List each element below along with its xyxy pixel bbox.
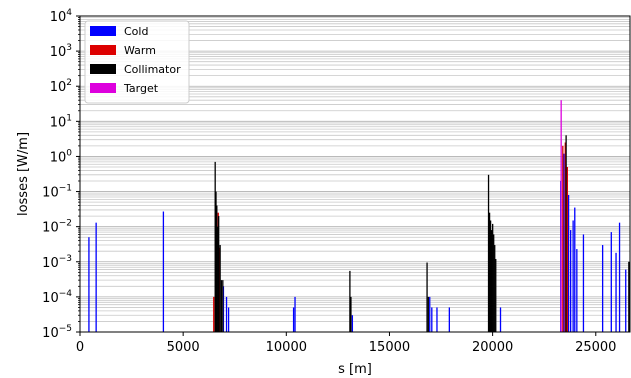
collimator-bar bbox=[219, 245, 221, 332]
cold-bar bbox=[294, 296, 296, 332]
target-legend-label: Target bbox=[123, 82, 159, 95]
warm-bar bbox=[564, 142, 566, 332]
x-tick-label: 25000 bbox=[575, 340, 616, 355]
cold-legend-label: Cold bbox=[124, 25, 148, 38]
y-tick-label: 100 bbox=[50, 148, 73, 165]
collimator-bar bbox=[565, 135, 567, 332]
warm-legend-label: Warm bbox=[124, 44, 156, 57]
collimator-bar bbox=[493, 234, 495, 332]
x-tick-label: 20000 bbox=[472, 340, 513, 355]
collimator-bar bbox=[222, 280, 224, 332]
warm-bar bbox=[566, 167, 569, 332]
cold-bar bbox=[574, 207, 576, 332]
x-tick-label: 0 bbox=[76, 340, 84, 355]
collimator-legend-label: Collimator bbox=[124, 63, 181, 76]
legend-box bbox=[84, 20, 190, 104]
x-axis-label: s [m] bbox=[338, 362, 372, 377]
cold-bar bbox=[88, 237, 90, 332]
collimator-bar bbox=[214, 161, 216, 332]
cold-bar bbox=[576, 249, 578, 332]
collimator-bar bbox=[487, 174, 490, 332]
cold-bar bbox=[567, 194, 570, 332]
x-tick-label: 15000 bbox=[369, 340, 410, 355]
plot-frame bbox=[79, 15, 631, 333]
cold-bar bbox=[225, 296, 228, 332]
y-tick-label: 10−4 bbox=[42, 289, 72, 306]
collimator-bar bbox=[494, 245, 496, 332]
collimator-bar bbox=[628, 261, 630, 332]
collimator-legend-swatch bbox=[90, 64, 116, 74]
cold-bar bbox=[436, 307, 438, 332]
cold-bar bbox=[563, 153, 565, 332]
collimator-bar bbox=[426, 262, 428, 332]
warm-bar bbox=[213, 296, 215, 332]
y-tick-label: 10−2 bbox=[42, 219, 72, 236]
x-axis: 0 5000 10000 15000 20000 25000 bbox=[76, 332, 616, 355]
cold-bar bbox=[351, 315, 354, 332]
y-axis-label: losses [W/m] bbox=[16, 132, 31, 216]
collimator-bar bbox=[495, 258, 497, 332]
collimator-bar bbox=[215, 191, 217, 332]
y-tick-label: 10−1 bbox=[42, 184, 72, 201]
cold-bar bbox=[162, 211, 165, 332]
cold-bar bbox=[448, 307, 450, 332]
cold-bar bbox=[570, 230, 572, 332]
y-tick-label: 103 bbox=[50, 43, 72, 60]
cold-bar bbox=[227, 307, 230, 332]
cold-bar bbox=[431, 307, 433, 332]
collimator-bar bbox=[427, 296, 429, 332]
cold-bar bbox=[601, 245, 604, 332]
y-tick-label: 10−3 bbox=[42, 254, 72, 271]
y-tick-label: 104 bbox=[50, 8, 73, 25]
collimator-bar bbox=[350, 296, 352, 332]
y-tick-label: 10−5 bbox=[42, 324, 72, 341]
y-axis: 10−5 10−4 10−3 10−2 10−1 100 101 102 103 104 bbox=[42, 8, 80, 341]
target-bar bbox=[560, 100, 562, 332]
target-legend-swatch bbox=[90, 83, 116, 93]
cold-bar bbox=[572, 220, 574, 332]
collimator-bar bbox=[217, 226, 219, 332]
x-tick-label: 5000 bbox=[167, 340, 200, 355]
collimator-bar bbox=[220, 280, 223, 332]
collimator-bar bbox=[490, 230, 493, 332]
warm-bar bbox=[562, 145, 564, 332]
cold-bar bbox=[582, 234, 585, 332]
loss-bars bbox=[88, 100, 630, 332]
cold-bar bbox=[625, 269, 627, 332]
collimator-bar bbox=[488, 212, 491, 332]
cold-bar bbox=[499, 307, 502, 332]
cold-bar bbox=[95, 222, 97, 332]
legend: Cold Warm Collimator Target bbox=[84, 20, 190, 104]
y-tick-label: 102 bbox=[50, 78, 72, 95]
warm-legend-swatch bbox=[90, 45, 116, 55]
collimator-bar bbox=[489, 220, 492, 332]
collimator-bar bbox=[218, 216, 220, 332]
cold-bar bbox=[615, 252, 617, 332]
collimator-bar bbox=[492, 223, 494, 332]
collimator-bar bbox=[349, 270, 351, 332]
cold-bar bbox=[292, 307, 295, 332]
collimator-bar bbox=[216, 205, 218, 332]
cold-bar bbox=[429, 296, 431, 332]
cold-legend-swatch bbox=[90, 26, 116, 36]
x-tick-label: 10000 bbox=[266, 340, 307, 355]
cold-bar bbox=[618, 222, 621, 332]
y-tick-label: 101 bbox=[50, 113, 72, 130]
cold-bar bbox=[610, 232, 612, 332]
